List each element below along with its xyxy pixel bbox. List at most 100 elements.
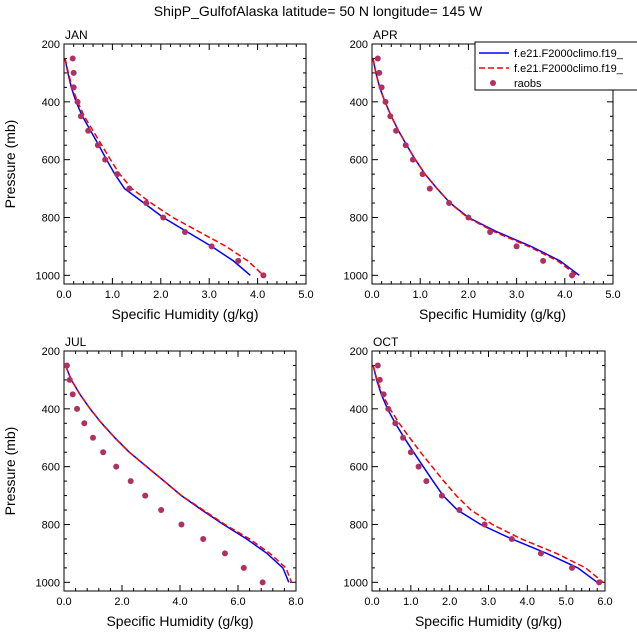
x-tick-label: 4.0: [520, 596, 535, 608]
y-tick-label: 400: [350, 404, 368, 416]
raobs-point: [393, 127, 400, 134]
y-tick-label: 600: [42, 155, 60, 167]
series-line-blue: [372, 58, 580, 276]
x-tick-label: 6.0: [230, 596, 245, 608]
series-line-blue: [64, 58, 251, 276]
y-tick-label: 800: [42, 212, 60, 224]
raobs-point: [409, 156, 416, 163]
raobs-point: [374, 55, 381, 62]
raobs-point: [419, 171, 426, 178]
raobs-point: [69, 55, 76, 62]
raobs-point: [94, 142, 101, 149]
x-tick-label: 6.0: [597, 596, 612, 608]
series-line-blue: [372, 365, 598, 583]
series-line-red-dashed: [64, 58, 264, 276]
series-line-red-dashed: [372, 58, 578, 276]
y-tick-label: 1000: [36, 577, 60, 589]
raobs-point: [178, 521, 185, 528]
panel-oct: OCT 0.0 1.0 2.0 3.0 4.0 5.0 6.0 200 400 600 800 1000…: [344, 335, 613, 629]
raobs-point: [537, 550, 544, 557]
panel-jan: JAN 0.0 1.0 2.0 3.0 4.0 5.0 200 400 600 800 1000 Spe…: [2, 28, 314, 322]
raobs-point: [208, 243, 215, 250]
raobs-point: [113, 463, 120, 470]
raobs-point: [481, 521, 488, 528]
raobs-point: [81, 420, 88, 427]
raobs-point: [114, 171, 121, 178]
x-tick-label: 0.0: [56, 289, 71, 301]
raobs-point: [143, 200, 150, 207]
raobs-point: [382, 98, 389, 105]
raobs-point: [568, 564, 575, 571]
raobs-point: [259, 579, 266, 586]
legend-label: f.e21.F2000climo.f19_: [514, 48, 624, 60]
x-tick-label: 5.0: [605, 289, 620, 301]
panel-label: JAN: [65, 28, 88, 42]
y-tick-label: 400: [42, 97, 60, 109]
raobs-point: [90, 434, 96, 441]
raobs-point: [423, 478, 430, 485]
raobs-point: [426, 185, 433, 192]
raobs-point: [85, 127, 92, 134]
x-tick-label: 1.0: [105, 289, 120, 301]
panel-jul: JUL 0.0 2.0 4.0 6.0 8.0 200 400 600 800 1000 Specif…: [2, 335, 304, 629]
legend-marker-dot: [490, 80, 496, 86]
raobs-point: [508, 535, 515, 542]
series-line-red-dashed: [64, 365, 293, 583]
y-tick-label: 200: [42, 346, 60, 358]
y-tick-label: 200: [42, 39, 60, 51]
panel-label: OCT: [373, 335, 399, 349]
x-tick-label: 2.0: [461, 289, 476, 301]
y-tick-label: 400: [42, 404, 60, 416]
raobs-point: [380, 391, 387, 398]
x-tick-label: 4.0: [172, 596, 187, 608]
x-tick-label: 2.0: [153, 289, 168, 301]
x-axis-label: Specific Humidity (g/kg): [415, 613, 562, 629]
x-tick-label: 3.0: [202, 289, 217, 301]
y-tick-label: 1000: [36, 270, 60, 282]
x-tick-label: 0.0: [56, 596, 71, 608]
x-tick-label: 0.0: [364, 596, 379, 608]
x-tick-label: 4.0: [250, 289, 265, 301]
panel-label: APR: [373, 28, 398, 42]
raobs-point: [456, 507, 463, 514]
raobs-point: [126, 185, 133, 192]
raobs-point: [158, 507, 165, 514]
x-tick-label: 1.0: [403, 596, 418, 608]
x-tick-label: 3.0: [481, 596, 496, 608]
legend-box: [474, 41, 637, 91]
y-tick-label: 200: [350, 39, 368, 51]
plot-frame: [63, 350, 297, 592]
raobs-point: [387, 113, 394, 120]
series-line-red-dashed: [372, 365, 604, 583]
raobs-point: [446, 200, 453, 207]
y-tick-label: 600: [42, 462, 60, 474]
figure-title: ShipP_GulfofAlaska latitude= 50 N longit…: [154, 3, 483, 19]
x-tick-label: 3.0: [509, 289, 524, 301]
y-tick-label: 600: [350, 462, 368, 474]
raobs-point: [102, 156, 109, 163]
raobs-point: [487, 228, 494, 235]
raobs-point: [127, 478, 134, 485]
raobs-point: [69, 391, 76, 398]
x-axis-label: Specific Humidity (g/kg): [106, 613, 253, 629]
raobs-point: [63, 362, 70, 369]
raobs-point: [513, 243, 520, 250]
raobs-point: [77, 113, 84, 120]
raobs-point: [235, 257, 242, 264]
y-tick-label: 400: [350, 97, 368, 109]
raobs-point: [374, 362, 381, 369]
raobs-point: [385, 405, 392, 412]
raobs-point: [596, 579, 603, 586]
y-tick-label: 200: [350, 346, 368, 358]
y-tick-label: 1000: [344, 577, 368, 589]
x-tick-label: 2.0: [114, 596, 129, 608]
y-tick-label: 800: [42, 519, 60, 531]
y-tick-label: 800: [350, 519, 368, 531]
x-tick-label: 0.0: [364, 289, 379, 301]
raobs-point: [260, 272, 267, 279]
y-axis-label: Pressure (mb): [2, 427, 18, 516]
plot-frame: [371, 350, 606, 592]
x-axis-label: Specific Humidity (g/kg): [111, 306, 258, 322]
y-tick-label: 1000: [344, 270, 368, 282]
x-axis-label: Specific Humidity (g/kg): [419, 306, 566, 322]
